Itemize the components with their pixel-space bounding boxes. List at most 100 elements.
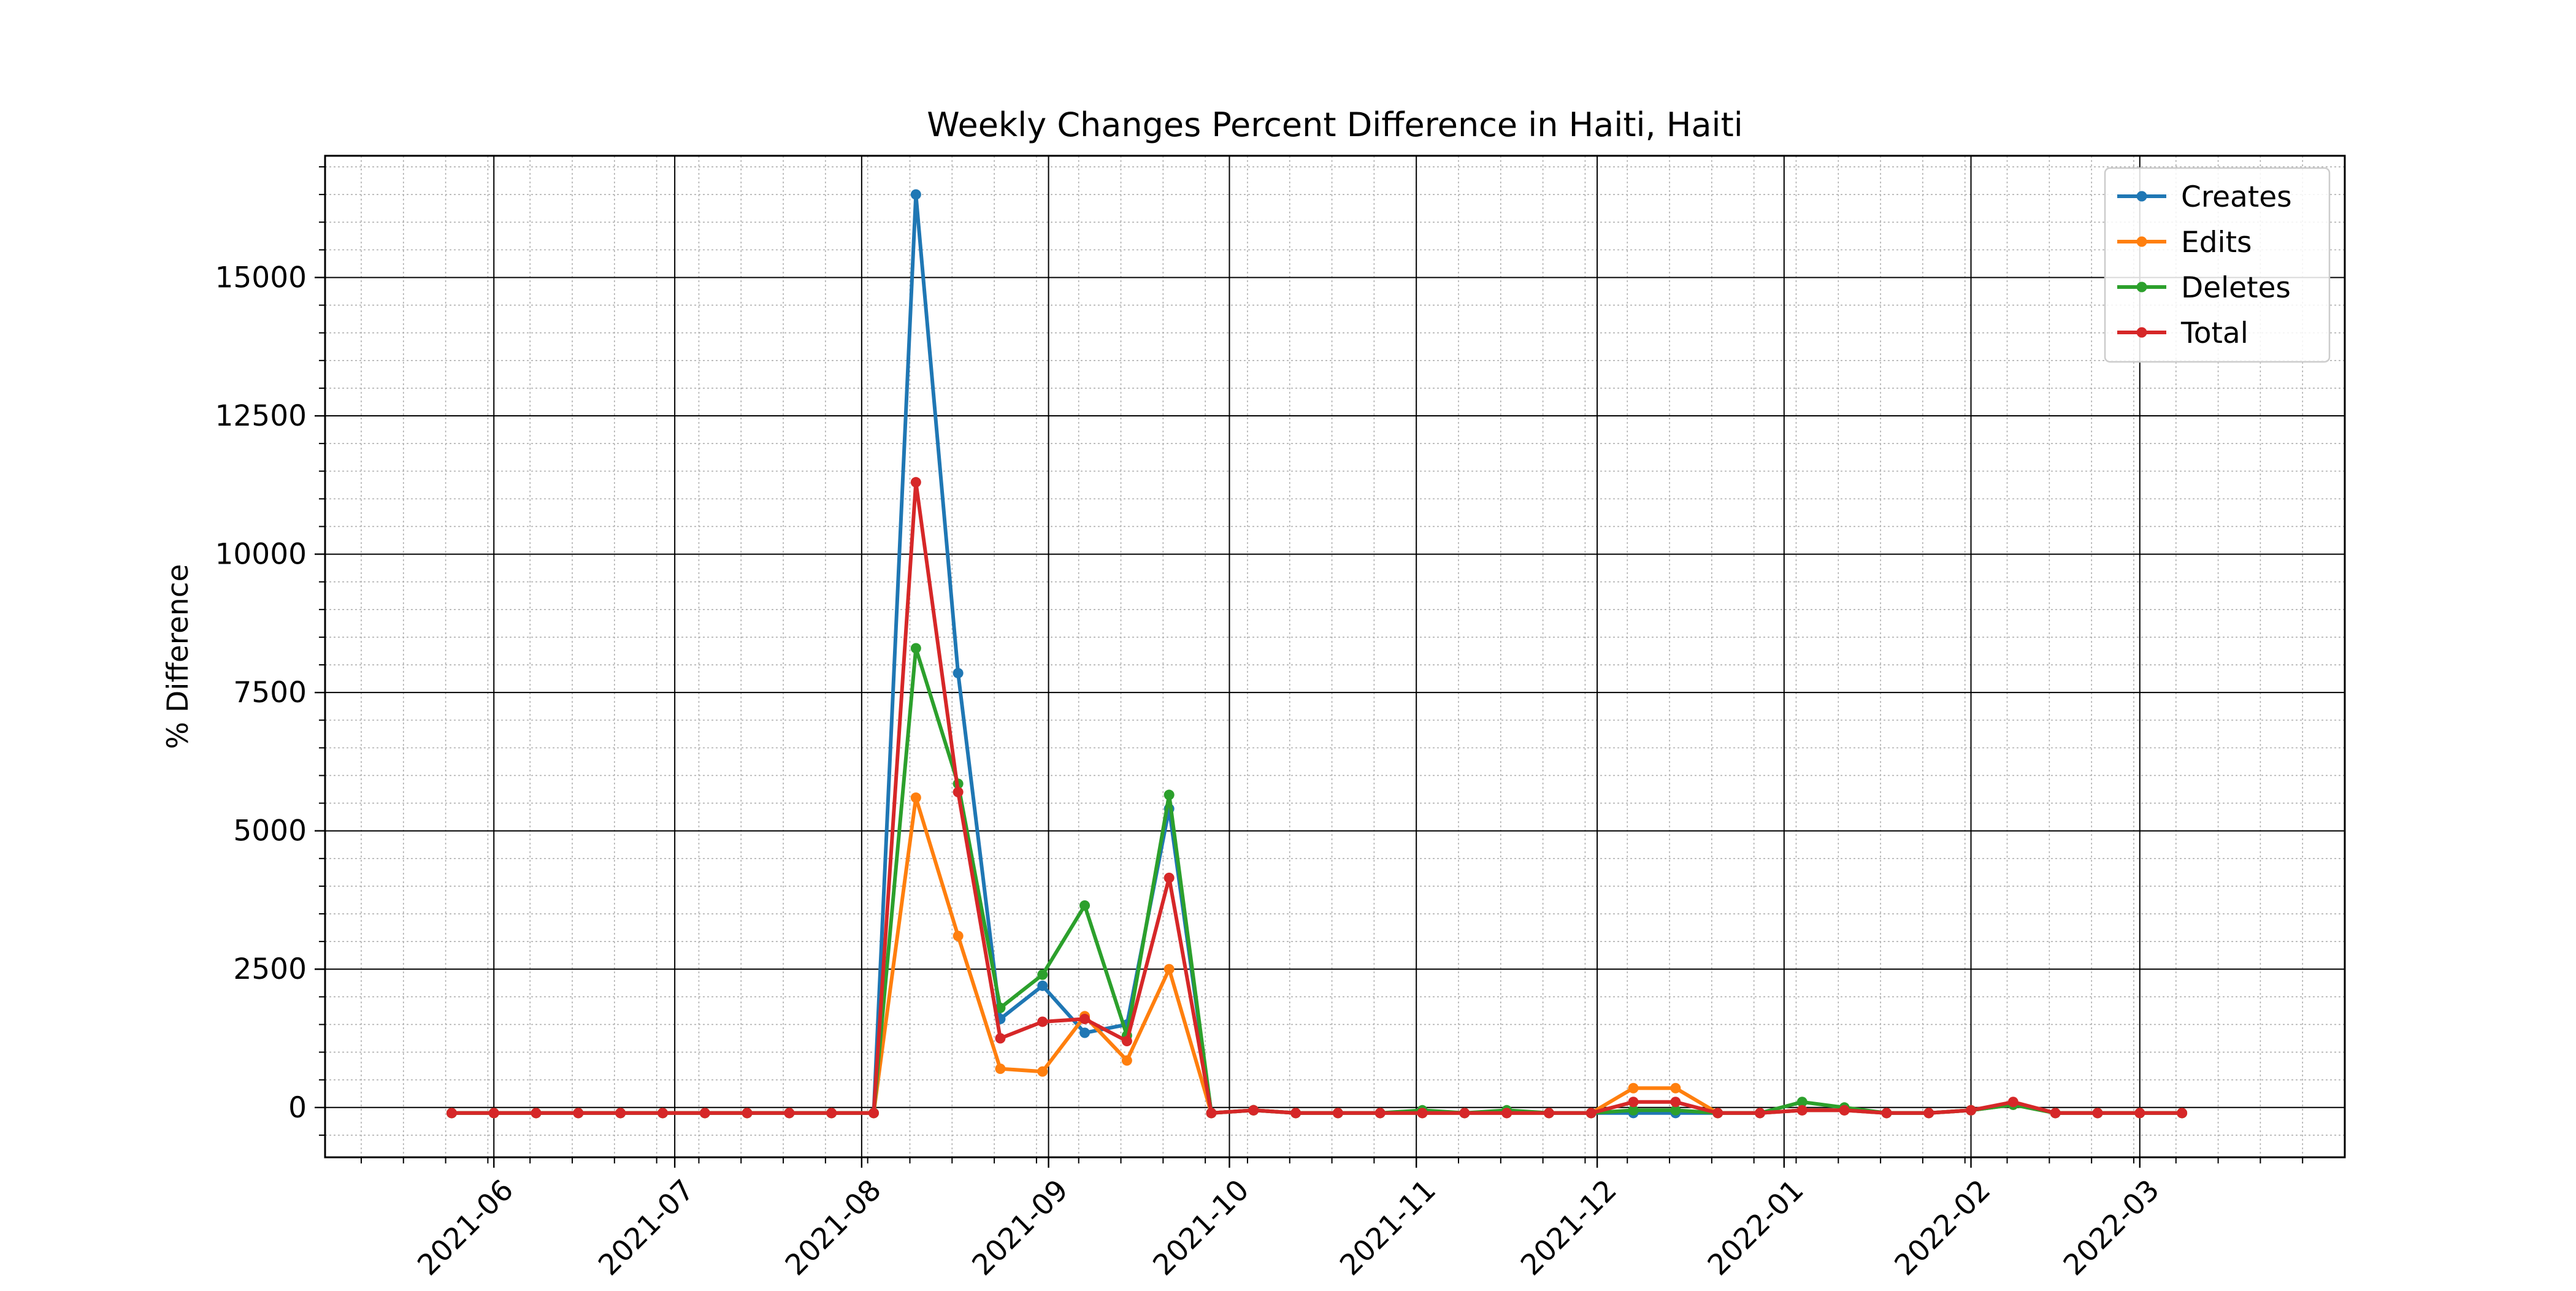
- data-point-edits: [1121, 1055, 1132, 1066]
- data-point-creates: [1037, 980, 1048, 991]
- data-point-total: [784, 1108, 795, 1119]
- data-point-total: [995, 1033, 1006, 1044]
- major-grid: [325, 156, 2345, 1157]
- x-tick-label: 2021-10: [1147, 1173, 1256, 1282]
- data-point-total: [699, 1108, 710, 1119]
- chart-title: Weekly Changes Percent Difference in Hai…: [927, 105, 1743, 144]
- data-point-total: [1585, 1108, 1597, 1119]
- data-point-total: [1628, 1097, 1639, 1108]
- data-point-total: [1755, 1108, 1766, 1119]
- data-point-edits: [1037, 1066, 1048, 1077]
- data-point-total: [1543, 1108, 1554, 1119]
- minor-grid: [325, 156, 2345, 1157]
- data-point-total: [1206, 1108, 1217, 1119]
- legend-marker-edits: [2136, 236, 2147, 247]
- series-deletes: [446, 643, 2188, 1119]
- y-tick-label: 5000: [233, 814, 307, 848]
- x-tick-label: 2021-06: [411, 1173, 520, 1282]
- series-line-total: [450, 480, 2184, 1115]
- data-point-total: [1417, 1108, 1428, 1119]
- legend-marker-deletes: [2136, 282, 2147, 293]
- legend-label-edits: Edits: [2181, 226, 2252, 259]
- series-total: [446, 477, 2188, 1119]
- plot-frame: [324, 155, 2346, 1159]
- y-axis-label: % Difference: [161, 564, 195, 749]
- y-tick-label: 2500: [233, 952, 307, 986]
- data-point-deletes: [1079, 900, 1091, 911]
- data-point-deletes: [1796, 1097, 1807, 1108]
- data-point-total: [953, 787, 964, 798]
- legend-label-creates: Creates: [2181, 180, 2292, 214]
- y-tick-label: 10000: [215, 538, 307, 572]
- x-tick-label: 2022-02: [1888, 1173, 1998, 1282]
- legend-marker-creates: [2136, 191, 2147, 202]
- data-point-total: [1881, 1108, 1892, 1119]
- data-point-edits: [995, 1063, 1006, 1075]
- x-tick-label: 2021-11: [1333, 1173, 1443, 1282]
- data-point-edits: [910, 792, 921, 803]
- y-tick-label: 12500: [215, 399, 307, 433]
- data-point-total: [826, 1108, 837, 1119]
- series-edits: [446, 792, 2188, 1119]
- y-tick-label: 15000: [215, 261, 307, 294]
- data-point-edits: [1163, 963, 1175, 975]
- data-point-creates: [953, 668, 964, 679]
- legend: Creates Edits Deletes Total: [2104, 167, 2331, 363]
- data-point-total: [1796, 1105, 1807, 1116]
- data-point-total: [1290, 1108, 1301, 1119]
- data-point-creates: [1079, 1027, 1091, 1038]
- data-point-total: [1079, 1013, 1091, 1024]
- data-point-total: [2050, 1108, 2061, 1119]
- data-point-total: [615, 1108, 626, 1119]
- data-point-total: [573, 1108, 584, 1119]
- data-point-total: [1923, 1108, 1934, 1119]
- data-point-deletes: [1628, 1105, 1639, 1116]
- data-point-total: [446, 1108, 457, 1119]
- data-point-total: [1839, 1105, 1850, 1116]
- data-point-total: [1121, 1036, 1132, 1047]
- series-creates: [446, 189, 2188, 1119]
- data-point-total: [868, 1108, 880, 1119]
- data-point-total: [2177, 1108, 2188, 1119]
- data-point-deletes: [910, 643, 921, 654]
- x-tick-label: 2021-08: [779, 1173, 888, 1282]
- data-point-deletes: [1670, 1105, 1681, 1116]
- data-point-edits: [1670, 1082, 1681, 1094]
- x-tick-label: 2022-03: [2057, 1173, 2166, 1282]
- x-tick-label: 2021-12: [1514, 1173, 1623, 1282]
- data-point-total: [1248, 1105, 1259, 1116]
- data-point-total: [1163, 872, 1175, 883]
- legend-marker-total: [2136, 327, 2147, 338]
- data-point-total: [1966, 1105, 1977, 1116]
- y-tick-label: 0: [288, 1091, 307, 1125]
- data-point-total: [1459, 1108, 1470, 1119]
- data-point-total: [1501, 1108, 1512, 1119]
- data-point-creates: [910, 189, 921, 200]
- legend-label-deletes: Deletes: [2181, 271, 2291, 305]
- data-point-total: [1670, 1097, 1681, 1108]
- data-point-edits: [953, 930, 964, 941]
- data-point-total: [2134, 1108, 2145, 1119]
- series-layer: [446, 189, 2188, 1119]
- x-tick-label: 2021-09: [966, 1173, 1075, 1282]
- data-point-total: [910, 477, 921, 488]
- data-point-total: [657, 1108, 668, 1119]
- data-point-deletes: [995, 1002, 1006, 1013]
- data-point-total: [531, 1108, 542, 1119]
- data-point-total: [2007, 1097, 2018, 1108]
- axis-ticks: 2021-06 2021-07 2021-08 2021-09 2021-10 2021-…: [215, 166, 2304, 1282]
- legend-box: [2104, 167, 2331, 363]
- data-point-total: [1037, 1016, 1048, 1027]
- x-tick-label: 2021-07: [592, 1173, 701, 1282]
- data-point-edits: [1628, 1082, 1639, 1094]
- data-point-total: [488, 1108, 499, 1119]
- data-point-deletes: [1163, 789, 1175, 800]
- series-line-deletes: [450, 646, 2184, 1115]
- x-tick-label: 2022-01: [1701, 1173, 1811, 1282]
- data-point-total: [1332, 1108, 1343, 1119]
- data-point-deletes: [1037, 969, 1048, 980]
- data-point-total: [1374, 1108, 1386, 1119]
- legend-label-total: Total: [2180, 316, 2248, 350]
